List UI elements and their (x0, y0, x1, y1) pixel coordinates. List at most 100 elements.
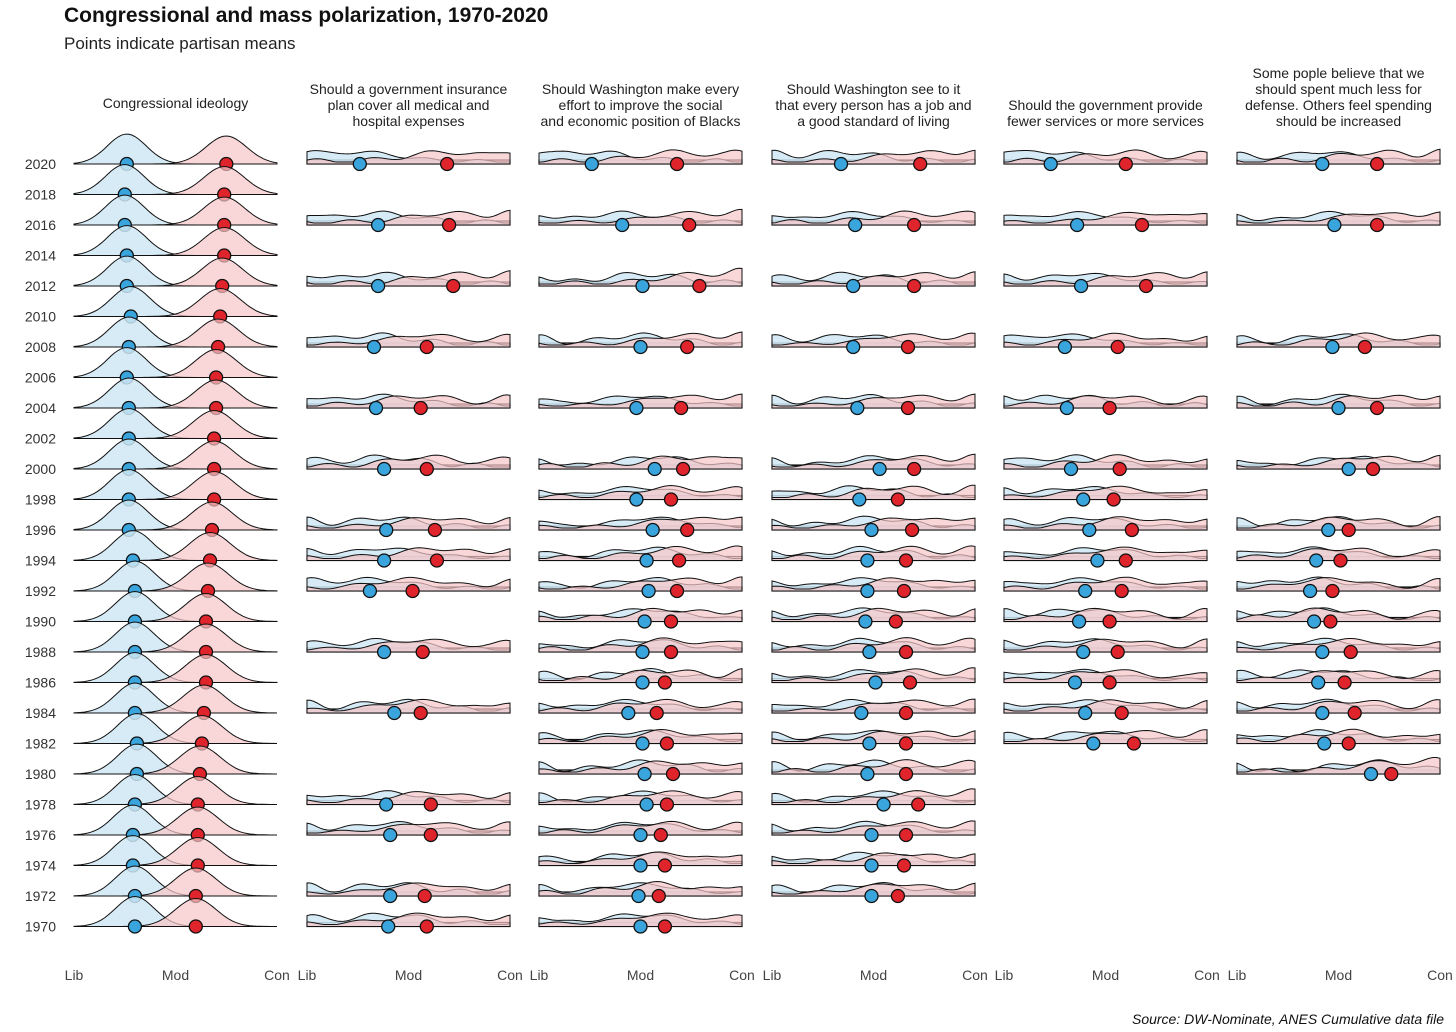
facet-title: Congressional ideology (103, 95, 249, 111)
year-label: 2002 (25, 431, 56, 447)
chart-title: Congressional and mass polarization, 197… (64, 4, 549, 27)
dem-mean-point (635, 278, 650, 294)
ridge-row (73, 347, 278, 385)
dem-mean-point (1043, 156, 1058, 172)
rep-density (306, 209, 511, 226)
rep-mean-point (1114, 705, 1129, 721)
dem-mean-point (1086, 736, 1101, 751)
dem-mean-point (376, 553, 392, 568)
rep-density (306, 638, 511, 653)
dem-mean-point (352, 156, 367, 172)
rep-mean-point (673, 400, 689, 416)
rep-density (771, 607, 976, 622)
ridge-row (1003, 576, 1208, 599)
rep-mean-point (669, 156, 685, 172)
ridge-row (1003, 210, 1208, 233)
rep-density (74, 562, 278, 592)
dem-mean-point (1076, 644, 1091, 660)
dem-mean-point (366, 339, 382, 355)
dem-mean-point (833, 156, 849, 172)
rep-mean-point (902, 675, 918, 690)
rep-density (771, 730, 976, 744)
rep-density (538, 455, 743, 470)
rep-mean-point (657, 919, 673, 934)
x-tick-label: Con (962, 967, 988, 983)
ridge-row (73, 255, 278, 294)
rep-density (1003, 332, 1208, 348)
year-label: 1992 (25, 583, 56, 599)
rep-mean-point (906, 461, 922, 477)
dem-mean-point (1363, 766, 1379, 782)
dem-mean-point (1331, 400, 1346, 416)
ridge-row (73, 133, 278, 172)
rep-density (306, 333, 511, 348)
rep-mean-point (1369, 217, 1385, 233)
year-label: 2000 (25, 461, 56, 477)
rep-mean-point (439, 156, 455, 172)
ridge-row (538, 637, 743, 660)
facet-title: Should the government provide (1008, 97, 1203, 113)
dem-mean-point (848, 217, 863, 233)
rep-mean-point (896, 583, 912, 599)
x-tick-label: Lib (995, 967, 1014, 983)
ridge-row (538, 851, 743, 873)
rep-density (74, 684, 278, 714)
facet-title: Some pople believe that we (1253, 65, 1425, 81)
rep-mean-point (1124, 522, 1140, 538)
rep-mean-point (1114, 583, 1129, 599)
ridge-row (306, 912, 511, 934)
rep-mean-point (898, 644, 914, 660)
ridge-row (306, 332, 511, 355)
rep-mean-point (1333, 553, 1348, 568)
dem-mean-point (383, 827, 398, 843)
facet-title: a good standard of living (797, 113, 950, 129)
dem-mean-point (1063, 461, 1079, 477)
rep-density (1003, 485, 1208, 500)
dem-mean-point (1069, 217, 1085, 233)
rep-mean-point (680, 522, 695, 538)
dem-mean-point (633, 339, 648, 355)
x-tick-label: Lib (530, 967, 549, 983)
rep-density (538, 607, 743, 622)
dem-mean-point (860, 553, 875, 568)
dem-mean-point (1306, 614, 1322, 629)
ridge-row (73, 407, 278, 446)
dem-mean-point (1315, 156, 1330, 172)
rep-density (1236, 669, 1441, 683)
ridge-row (1236, 148, 1441, 172)
rep-density (306, 576, 511, 592)
year-label: 2008 (25, 339, 56, 355)
ridge-row (73, 773, 277, 812)
dem-mean-point (370, 217, 386, 233)
dem-mean-point (1315, 644, 1330, 660)
ridge-row (771, 759, 976, 782)
rep-density (74, 471, 278, 500)
ridge-row (1236, 728, 1441, 751)
ridge-row (73, 194, 278, 233)
year-label: 1998 (25, 492, 56, 508)
rep-mean-point (1341, 522, 1356, 538)
dem-mean-point (846, 339, 861, 355)
dem-mean-point (1067, 675, 1083, 690)
dem-mean-point (868, 675, 883, 690)
dem-mean-point (647, 461, 662, 477)
ridge-row (538, 331, 743, 355)
rep-density (1236, 211, 1441, 226)
dem-mean-point (376, 461, 392, 477)
dem-mean-point (864, 888, 879, 904)
rep-density (771, 698, 976, 714)
rep-density (1236, 454, 1441, 470)
rep-density (306, 912, 511, 927)
rep-density (1003, 669, 1208, 683)
year-label: 1974 (25, 858, 56, 874)
x-tick-label: Con (497, 967, 523, 983)
ridge-row (73, 835, 277, 873)
dem-mean-point (615, 217, 630, 233)
rep-mean-point (413, 400, 428, 416)
dem-mean-point (635, 736, 650, 751)
ridge-row (306, 790, 511, 812)
dem-mean-point (629, 400, 644, 416)
dem-mean-point (1302, 583, 1318, 599)
dem-mean-point (858, 614, 873, 629)
ridge-row (73, 530, 278, 568)
